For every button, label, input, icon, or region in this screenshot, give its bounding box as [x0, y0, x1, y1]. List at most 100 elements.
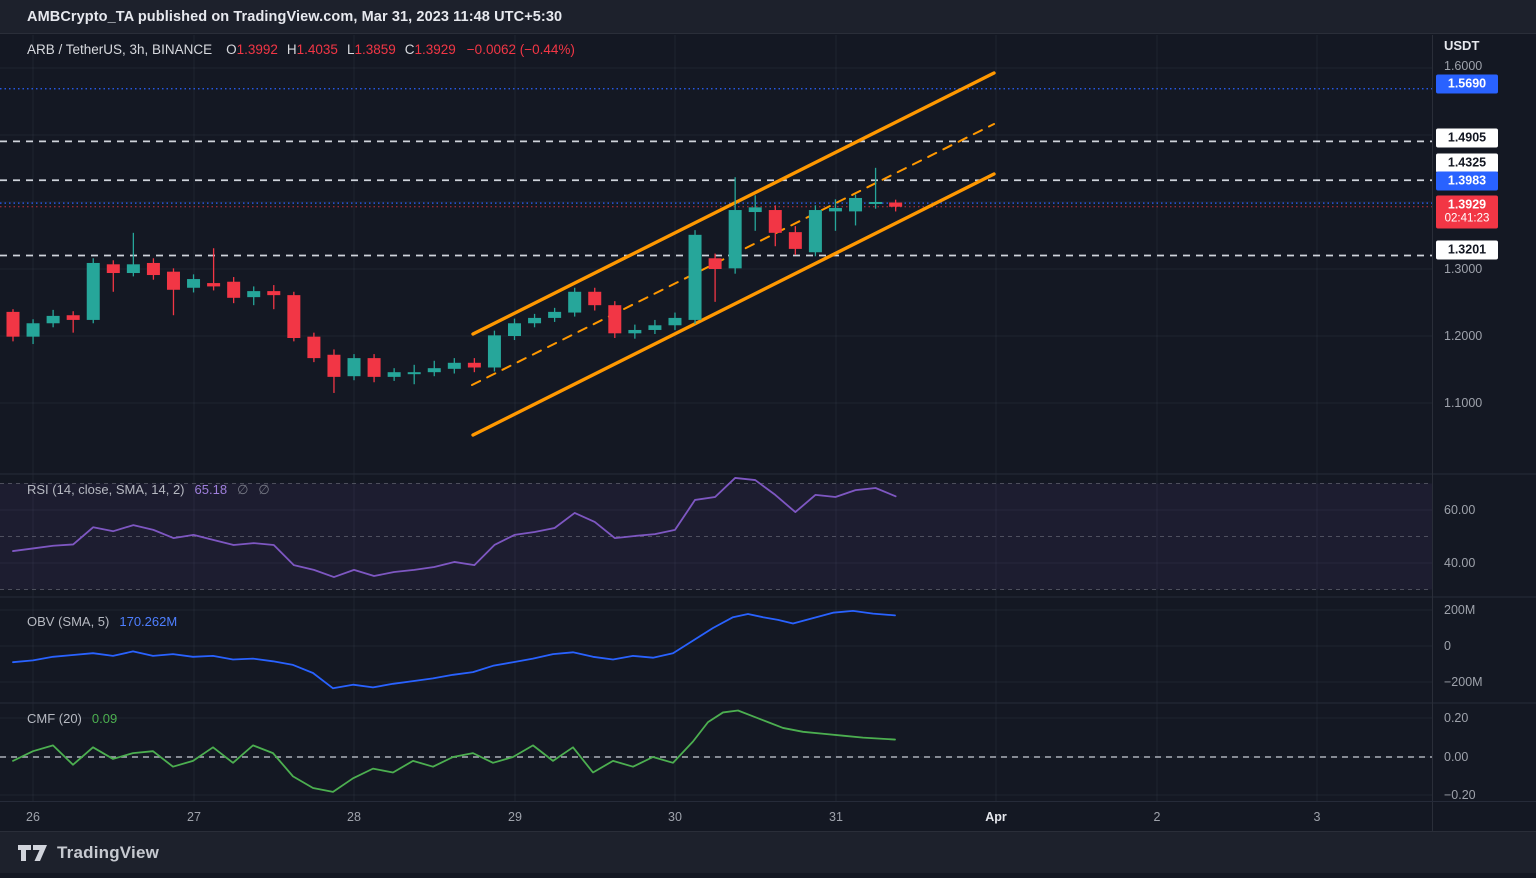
candle-body [889, 202, 903, 207]
candle-body [668, 317, 682, 326]
rsi-null-2: ∅ [258, 482, 270, 497]
ohlc-o: O1.3992 [226, 42, 278, 57]
rsi-value: 65.18 [194, 482, 228, 497]
obv-line [12, 610, 896, 690]
cmf-tick-0.20: 0.20 [1444, 711, 1469, 725]
time-tick-30: 30 [668, 810, 682, 824]
candle-body [628, 329, 642, 334]
price-badge-1.4905: 1.4905 [1436, 128, 1498, 148]
candle-body [146, 262, 160, 276]
price-level-lines [0, 88, 1432, 257]
time-tick-27: 27 [187, 810, 201, 824]
candle-body [508, 323, 521, 336]
price-badge-1.3983: 1.3983 [1436, 171, 1498, 191]
time-tick-26: 26 [26, 810, 40, 824]
cmf-pane-label: CMF (20) 0.09 [27, 711, 117, 726]
obv-tick-−200M: −200M [1444, 675, 1483, 689]
candle-body [347, 358, 361, 377]
candle-body [869, 202, 883, 205]
symbol-legend: ARB / TetherUS, 3h, BINANCE O1.3992 H1.40… [27, 42, 575, 57]
candle-body [187, 279, 201, 288]
candle-body [768, 210, 782, 233]
candle-body [708, 258, 722, 269]
candle-body [849, 197, 863, 212]
candle-body [568, 291, 582, 313]
candle-body [126, 264, 140, 274]
candle-body [487, 335, 501, 368]
price-tick-1.2000: 1.2000 [1444, 329, 1483, 343]
candle-body [427, 368, 441, 373]
candlestick-series [6, 167, 903, 393]
candle-body [307, 336, 321, 359]
rsi-title[interactable]: RSI (14, close, SMA, 14, 2) [27, 482, 185, 497]
time-tick-28: 28 [347, 810, 361, 824]
time-axis[interactable]: 26 27 28 29 30 31 Apr 2 3 [0, 801, 1536, 831]
candle-body [227, 281, 241, 298]
change-value: −0.0062 (−0.44%) [466, 42, 575, 57]
tradingview-logo-icon [18, 844, 47, 861]
candle-body [166, 271, 180, 290]
obv-title[interactable]: OBV (SMA, 5) [27, 614, 110, 629]
price-axis[interactable]: USDT 1.6000 1.3000 1.2000 1.1000 60.00 40.00 2… [1433, 35, 1536, 831]
tradingview-logo-text: TradingView [57, 842, 160, 862]
candle-body [808, 210, 822, 253]
candle-body [207, 283, 221, 287]
ohlc-l: L1.3859 [346, 42, 396, 57]
candle-body [728, 210, 742, 269]
ohlc-c: C1.3929 [404, 42, 456, 57]
gridlines [0, 35, 1432, 801]
pane-separators [0, 473, 1536, 704]
price-tick-1.1000: 1.1000 [1444, 396, 1483, 410]
time-tick-2: 2 [1153, 810, 1161, 824]
obv-pane-label: OBV (SMA, 5) 170.262M [27, 614, 177, 629]
symbol-name[interactable]: ARB / TetherUS, 3h, BINANCE [27, 42, 213, 57]
ohlc-h: H1.4035 [286, 42, 338, 57]
candle-body [86, 262, 100, 320]
rsi-band [0, 483, 1432, 590]
candle-body [46, 315, 60, 324]
price-badge-1.3201: 1.3201 [1436, 240, 1498, 260]
rsi-tick-60.00: 60.00 [1444, 503, 1476, 517]
rsi-line [12, 477, 897, 578]
candle-body [407, 372, 421, 375]
rsi-pane-label: RSI (14, close, SMA, 14, 2) 65.18 ∅ ∅ [27, 482, 270, 498]
cmf-title[interactable]: CMF (20) [27, 711, 82, 726]
rsi-tick-40.00: 40.00 [1444, 556, 1476, 570]
time-tick-Apr: Apr [985, 810, 1007, 824]
ohlc-values: O1.3992 H1.4035 L1.3859 C1.3929 [226, 42, 465, 57]
obv-tick-0: 0 [1444, 639, 1451, 653]
price-badge-1.5690: 1.5690 [1436, 74, 1498, 94]
price-axis-currency: USDT [1444, 38, 1480, 53]
candle-body [26, 323, 40, 337]
candle-body [748, 207, 762, 213]
time-tick-31: 31 [829, 810, 843, 824]
candle-body [648, 325, 662, 330]
cmf-tick-−0.20: −0.20 [1444, 788, 1476, 802]
cmf-tick-0.00: 0.00 [1444, 750, 1469, 764]
obv-tick-200M: 200M [1444, 603, 1476, 617]
candle-body [247, 291, 261, 298]
candle-body [548, 311, 562, 318]
footer-bar: TradingView [0, 831, 1536, 873]
candle-body [608, 305, 622, 334]
candle-body [106, 264, 120, 274]
candle-body [528, 317, 542, 324]
candle-body [688, 234, 702, 320]
candle-body [588, 291, 602, 306]
obv-value: 170.262M [119, 614, 178, 629]
publisher-bar: AMBCrypto_TA published on TradingView.co… [0, 0, 1536, 34]
price-countdown: 02:41:23 [1444, 212, 1490, 225]
candle-body [287, 295, 301, 339]
publisher-text: AMBCrypto_TA published on TradingView.co… [27, 8, 563, 25]
time-tick-29: 29 [508, 810, 522, 824]
time-tick-3: 3 [1313, 810, 1321, 824]
rsi-null-1: ∅ [237, 482, 249, 497]
candle-body [788, 232, 802, 249]
cmf-line [12, 709, 896, 793]
price-tick-1.6000: 1.6000 [1444, 59, 1483, 73]
tradingview-logo[interactable]: TradingView [18, 843, 159, 863]
candle-body [327, 354, 341, 377]
candle-body [267, 291, 281, 296]
